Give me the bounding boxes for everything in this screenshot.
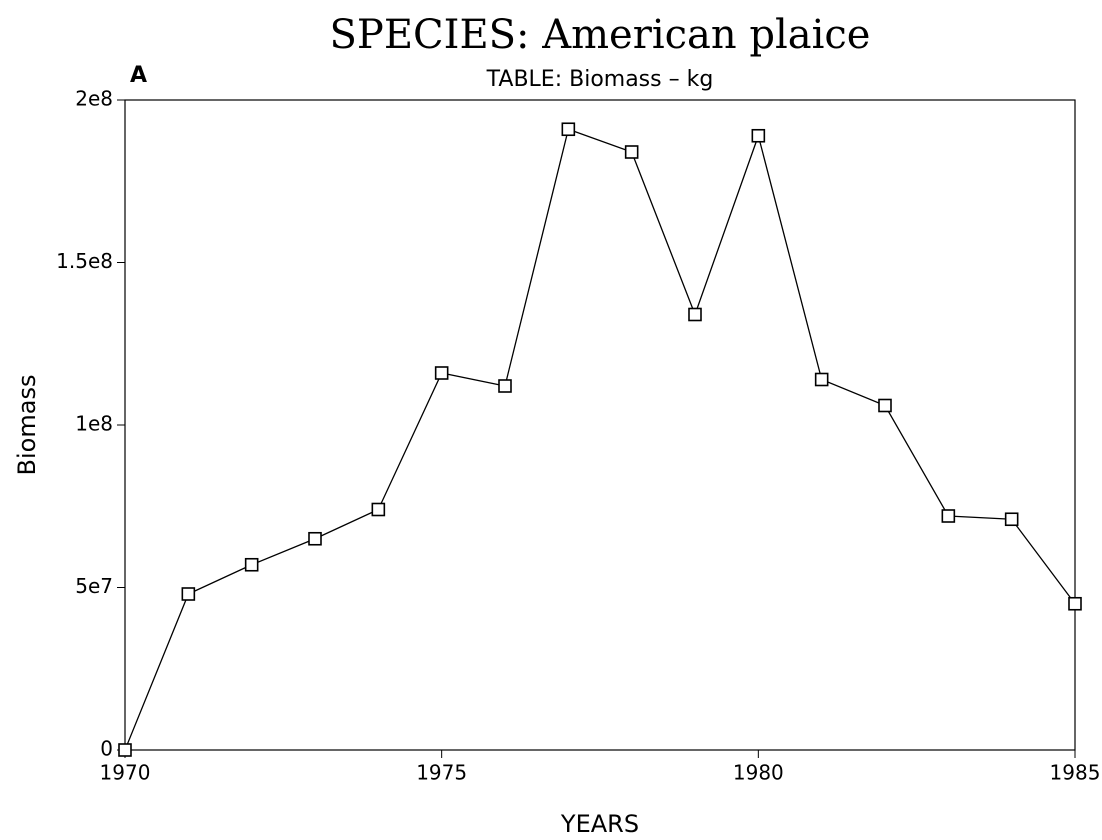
data-point (118, 743, 132, 757)
data-point (941, 509, 956, 523)
data-point (561, 122, 576, 137)
x-tick-label: 1975 (416, 761, 467, 785)
data-point (181, 587, 196, 601)
x-axis-label: YEARS (560, 810, 639, 838)
data-point (814, 372, 829, 387)
x-tick-label: 1980 (733, 761, 784, 785)
y-axis-label: Biomass (13, 375, 41, 476)
data-point (1068, 596, 1082, 611)
data-point (688, 307, 702, 322)
data-point (1004, 512, 1019, 527)
y-tick-label: 1.5e8 (56, 249, 113, 273)
chart-title: SPECIES: American plaice (330, 12, 871, 58)
data-point (371, 502, 386, 517)
data-point (751, 128, 766, 143)
x-tick-label: 1970 (100, 761, 151, 785)
panel-label: A (130, 63, 147, 88)
y-tick-label: 5e7 (75, 574, 113, 598)
y-tick-label: 1e8 (75, 412, 113, 436)
plot-frame (124, 99, 1076, 751)
y-tick-label: 2e8 (75, 87, 113, 111)
chart-subtitle: TABLE: Biomass – kg (486, 67, 714, 92)
x-tick-label: 1985 (1050, 761, 1101, 785)
data-point (498, 379, 512, 393)
data-point (624, 145, 639, 159)
y-tick-label: 0 (100, 737, 113, 761)
data-point (308, 531, 322, 546)
data-point (878, 398, 892, 413)
data-point (434, 366, 449, 380)
data-point (244, 557, 259, 572)
series-line (124, 128, 1076, 751)
